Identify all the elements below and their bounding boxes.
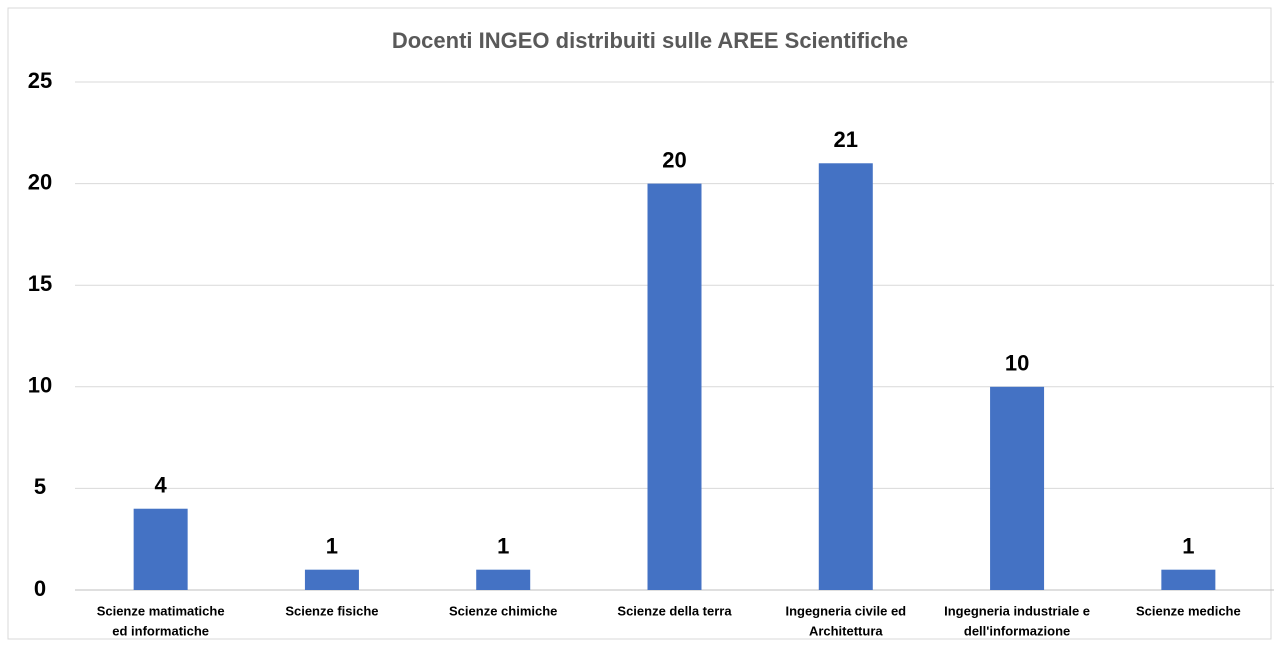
value-label: 1 xyxy=(1182,533,1194,558)
bar xyxy=(133,508,188,590)
value-label: 21 xyxy=(834,127,858,152)
bar xyxy=(1161,569,1216,590)
y-tick-label: 0 xyxy=(34,576,46,601)
value-label: 1 xyxy=(497,533,509,558)
bar xyxy=(647,183,702,590)
y-tick-label: 15 xyxy=(28,271,52,296)
y-tick-label: 5 xyxy=(34,474,46,499)
chart-title: Docenti INGEO distribuiti sulle AREE Sci… xyxy=(392,28,908,53)
y-tick-label: 10 xyxy=(28,373,52,398)
value-label: 20 xyxy=(662,147,686,172)
value-label: 10 xyxy=(1005,351,1029,376)
value-label: 1 xyxy=(326,533,338,558)
bar xyxy=(304,569,359,590)
bar xyxy=(476,569,531,590)
y-tick-label: 25 xyxy=(28,68,52,93)
x-tick-label: dell'informazione xyxy=(964,623,1070,638)
x-tick-label: Scienze della terra xyxy=(617,603,732,618)
x-tick-label: Scienze fisiche xyxy=(285,603,378,618)
value-label: 4 xyxy=(155,473,168,498)
x-tick-label: Architettura xyxy=(809,623,883,638)
x-tick-label: ed informatiche xyxy=(112,623,209,638)
bar xyxy=(990,386,1045,590)
x-tick-label: Scienze chimiche xyxy=(449,603,557,618)
x-tick-label: Scienze matimatiche xyxy=(97,603,225,618)
x-tick-label: Ingegneria industriale e xyxy=(944,603,1090,618)
x-tick-label: Ingegneria civile ed xyxy=(785,603,906,618)
x-tick-label: Scienze mediche xyxy=(1136,603,1241,618)
y-tick-label: 20 xyxy=(28,169,52,194)
bar xyxy=(818,163,873,590)
chart-frame xyxy=(7,7,1272,640)
